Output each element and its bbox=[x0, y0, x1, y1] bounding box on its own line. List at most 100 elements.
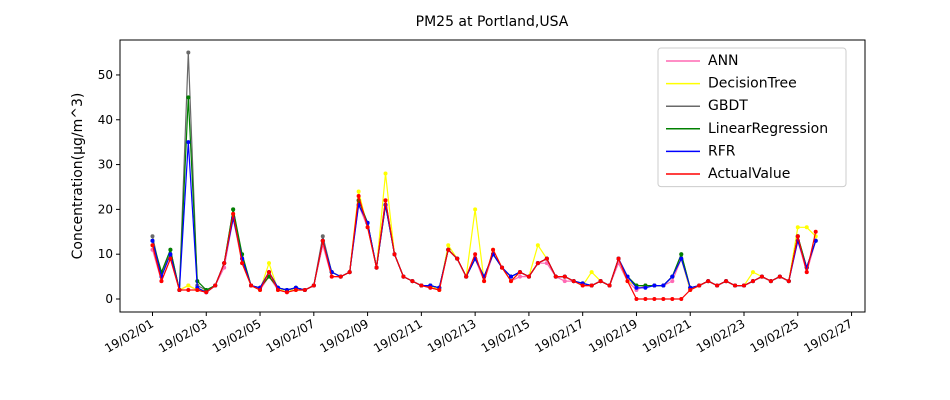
data-point bbox=[302, 288, 307, 293]
data-point bbox=[392, 252, 397, 257]
plot-frame bbox=[119, 39, 866, 313]
data-point bbox=[616, 256, 621, 261]
data-point bbox=[186, 283, 191, 288]
data-point bbox=[258, 288, 263, 293]
data-point bbox=[383, 171, 388, 176]
x-tick-label: 19/02/15 bbox=[479, 316, 533, 355]
data-point bbox=[544, 256, 549, 261]
data-point bbox=[267, 261, 271, 266]
data-point bbox=[508, 279, 513, 284]
data-point bbox=[168, 252, 173, 257]
y-tick-label: 0 bbox=[105, 292, 113, 306]
data-point bbox=[517, 274, 522, 279]
data-point bbox=[446, 247, 451, 252]
data-point bbox=[562, 274, 567, 279]
data-point bbox=[356, 193, 361, 198]
data-point bbox=[517, 270, 522, 275]
data-point bbox=[571, 279, 576, 284]
data-point bbox=[365, 225, 370, 230]
x-tick-label: 19/02/17 bbox=[533, 316, 587, 355]
y-tick-label: 30 bbox=[98, 158, 113, 172]
series-line bbox=[151, 173, 817, 291]
y-tick-label: 20 bbox=[98, 202, 113, 216]
y-tick-label: 10 bbox=[98, 247, 113, 261]
data-point bbox=[186, 140, 191, 145]
y-tick-label: 50 bbox=[98, 68, 113, 82]
series-line bbox=[151, 195, 817, 300]
data-point bbox=[643, 297, 648, 302]
data-point bbox=[231, 211, 236, 216]
data-point bbox=[204, 290, 209, 295]
data-point bbox=[293, 288, 298, 293]
x-tick-label: 19/02/07 bbox=[264, 316, 318, 355]
data-point bbox=[275, 288, 280, 293]
data-point bbox=[338, 274, 343, 279]
legend-label: ANN bbox=[708, 53, 739, 69]
data-point bbox=[473, 207, 478, 212]
x-tick-label: 19/02/11 bbox=[371, 316, 425, 355]
data-point bbox=[284, 290, 289, 295]
data-point bbox=[544, 261, 549, 266]
x-tick-label: 19/02/25 bbox=[748, 316, 802, 355]
y-axis-label: Concentration(μg/m^3) bbox=[70, 93, 86, 260]
data-point bbox=[249, 283, 254, 288]
data-point bbox=[356, 189, 361, 194]
data-point bbox=[177, 288, 182, 293]
data-point bbox=[804, 270, 809, 275]
data-point bbox=[168, 247, 173, 252]
data-point bbox=[446, 243, 451, 248]
data-point bbox=[491, 247, 496, 252]
data-point bbox=[804, 225, 809, 230]
data-point bbox=[634, 297, 639, 302]
data-point bbox=[508, 274, 513, 279]
data-point bbox=[473, 252, 478, 257]
data-point bbox=[625, 279, 630, 284]
data-point bbox=[652, 283, 657, 288]
data-point bbox=[724, 279, 729, 284]
data-point bbox=[383, 198, 388, 203]
data-point bbox=[715, 283, 720, 288]
data-point bbox=[455, 256, 460, 261]
data-point bbox=[759, 274, 764, 279]
data-point bbox=[813, 229, 818, 234]
legend-label: GBDT bbox=[708, 98, 748, 114]
data-point bbox=[697, 283, 702, 288]
legend-label: RFR bbox=[708, 143, 736, 159]
data-point bbox=[670, 297, 675, 302]
x-tick-label: 19/02/23 bbox=[694, 316, 748, 355]
data-point bbox=[195, 288, 200, 293]
data-point bbox=[589, 270, 594, 275]
data-point bbox=[634, 285, 639, 290]
data-point bbox=[186, 95, 191, 100]
data-point bbox=[679, 256, 684, 261]
data-point bbox=[679, 297, 684, 302]
data-point bbox=[526, 274, 531, 279]
data-point bbox=[267, 270, 271, 275]
legend-label: LinearRegression bbox=[708, 121, 828, 137]
data-point bbox=[535, 243, 540, 248]
data-point bbox=[240, 261, 245, 266]
data-point bbox=[598, 279, 603, 284]
data-point bbox=[500, 265, 505, 270]
data-point bbox=[329, 274, 334, 279]
data-point bbox=[482, 279, 487, 284]
data-point bbox=[464, 274, 469, 279]
data-point bbox=[159, 279, 164, 284]
x-tick-label: 19/02/05 bbox=[210, 316, 264, 355]
data-point bbox=[661, 283, 666, 288]
data-point bbox=[553, 274, 558, 279]
data-point bbox=[419, 283, 424, 288]
data-point bbox=[186, 50, 191, 55]
data-point bbox=[706, 279, 711, 284]
x-tick-label: 19/02/27 bbox=[801, 316, 855, 355]
data-point bbox=[795, 225, 800, 230]
legend-box bbox=[657, 47, 847, 188]
data-point bbox=[580, 283, 585, 288]
data-point bbox=[733, 283, 738, 288]
data-point bbox=[742, 283, 747, 288]
data-point bbox=[589, 283, 594, 288]
data-point bbox=[768, 279, 773, 284]
data-point bbox=[750, 270, 755, 275]
legend-label: DecisionTree bbox=[708, 76, 797, 92]
